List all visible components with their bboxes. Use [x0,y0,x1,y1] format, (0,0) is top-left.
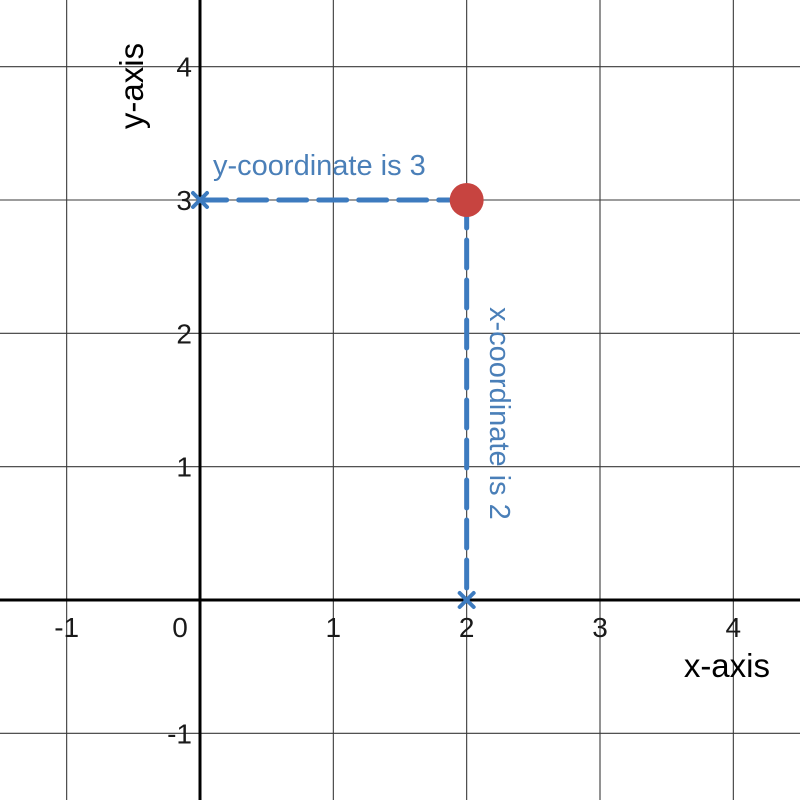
x-tick-label: 2 [459,612,475,643]
x-tick-label: 0 [172,612,188,643]
y-tick-label: 1 [176,452,192,483]
coordinate-guides [191,191,476,609]
x-axis-title: x-axis [684,647,770,684]
y-tick-label: 2 [176,318,192,349]
x-tick-label: 1 [326,612,342,643]
y-tick-label: 4 [176,52,192,83]
x-coordinate-annotation: x-coordinate is 2 [483,307,515,520]
y-axis-title: y-axis [113,43,150,129]
points [449,183,484,217]
x-tick-label: -1 [54,612,79,643]
axis-intercept-marker [191,191,209,209]
tick-labels: -1 0 1 2 3 4 -1 1 2 3 4 [54,52,741,750]
y-tick-label: -1 [167,718,192,749]
axis-intercept-marker [457,591,476,609]
x-tick-label: 3 [592,612,608,643]
data-point [449,183,484,217]
y-tick-label: 3 [176,185,192,216]
y-coordinate-annotation: y-coordinate is 3 [213,150,426,182]
x-tick-label: 4 [726,612,742,643]
